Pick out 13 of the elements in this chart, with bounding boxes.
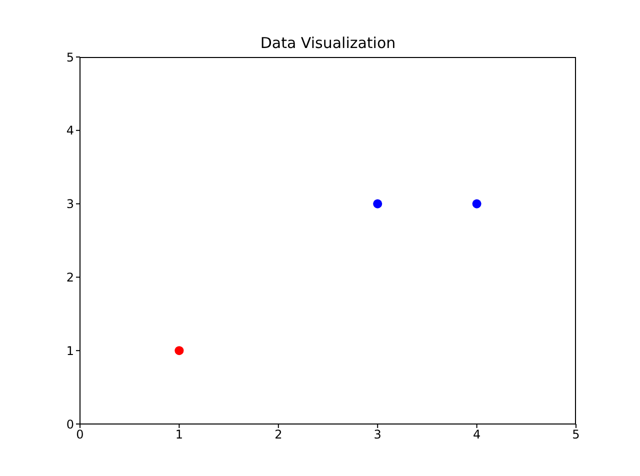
x-tick-label: 2 — [274, 428, 282, 442]
y-tick-label: 0 — [66, 417, 74, 432]
x-tick-label: 5 — [572, 428, 580, 442]
y-tick-label: 3 — [66, 197, 74, 212]
x-tick-label: 1 — [175, 428, 184, 442]
y-tick-label: 5 — [66, 50, 74, 64]
x-tick-label: 3 — [374, 428, 382, 442]
x-tick-label: 4 — [472, 428, 481, 442]
x-tick-label: 0 — [76, 428, 84, 442]
chart-title: Data Visualization — [259, 34, 397, 52]
y-tick-label: 1 — [66, 344, 74, 358]
y-tick-label: 2 — [66, 270, 74, 284]
y-tick-label: 4 — [66, 124, 74, 138]
